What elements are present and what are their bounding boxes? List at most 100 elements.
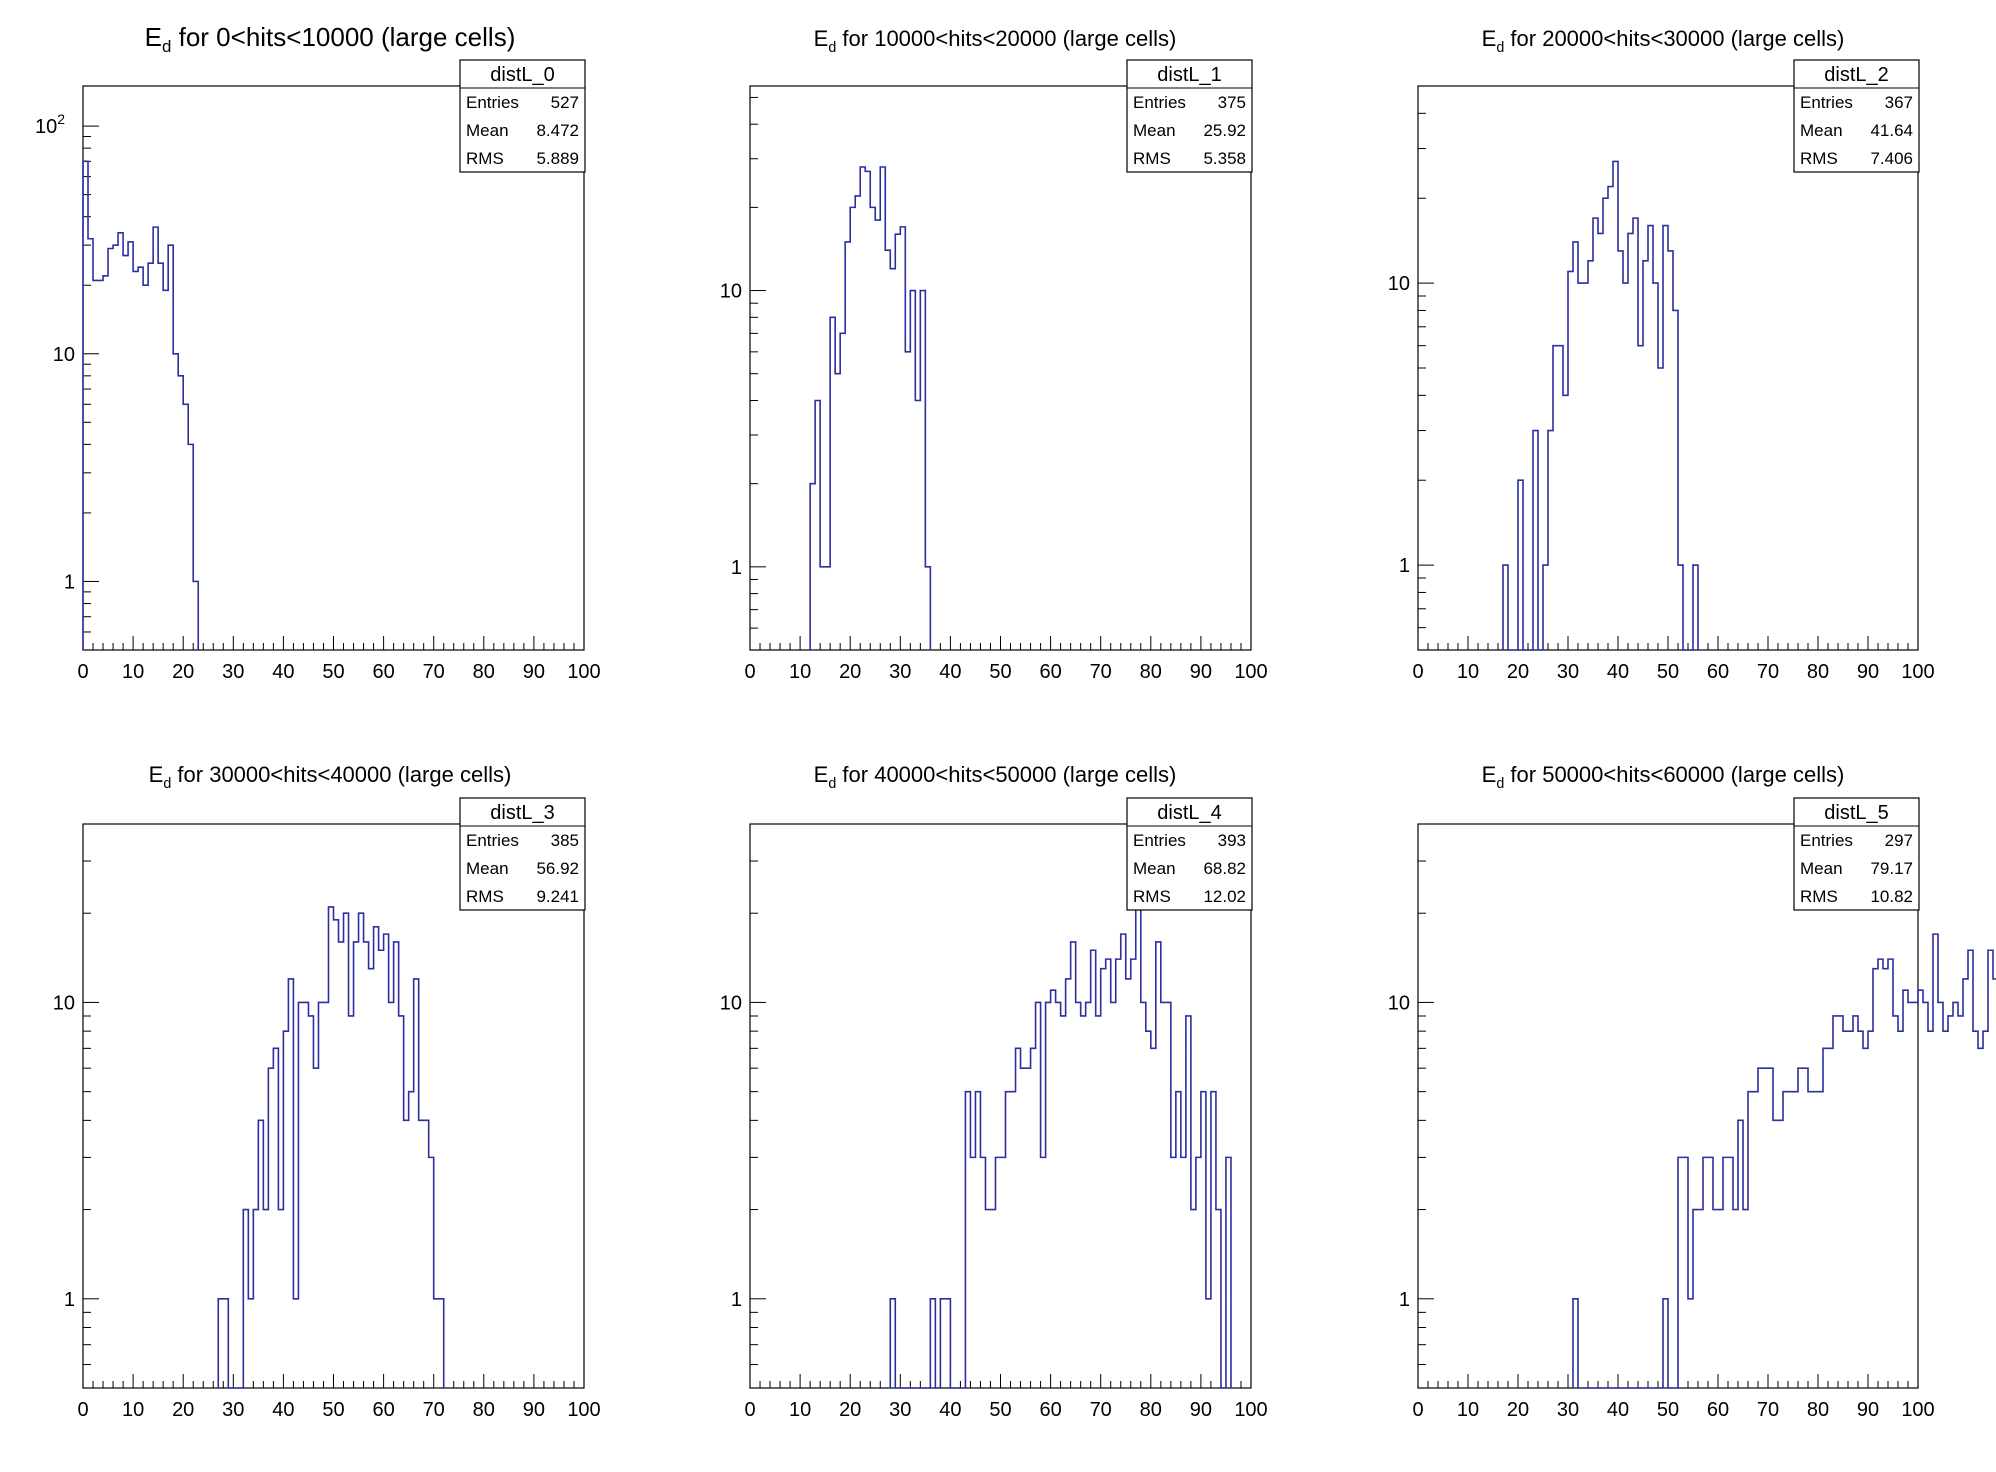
x-tick-label: 50 — [989, 661, 1011, 683]
y-tick-label: 10 — [1388, 273, 1410, 295]
stats-name: distL_4 — [1157, 802, 1222, 824]
y-tick-label: 1 — [64, 571, 75, 593]
x-tick-label: 50 — [989, 1399, 1011, 1421]
histogram-panel-5: Ed for 50000<hits<60000 (large cells) 0 10… — [1388, 762, 1996, 1421]
stats-value: 9.241 — [536, 887, 579, 906]
stats-label: Entries — [1133, 831, 1186, 850]
stats-box — [1126, 59, 1253, 173]
x-tick-label: 100 — [1234, 661, 1267, 683]
stats-name: distL_3 — [490, 802, 555, 824]
stats-value: 79.17 — [1870, 859, 1913, 878]
stats-value: 12.02 — [1203, 887, 1246, 906]
stats-value: 56.92 — [536, 859, 579, 878]
x-tick-label: 20 — [172, 661, 194, 683]
x-tick-label: 90 — [1857, 661, 1879, 683]
stats-name: distL_1 — [1157, 64, 1222, 86]
stats-label: Mean — [1133, 859, 1176, 878]
x-tick-label: 30 — [889, 1399, 911, 1421]
stats-label: Mean — [1800, 121, 1843, 140]
stats-label: Entries — [466, 93, 519, 112]
x-tick-label: 10 — [1457, 661, 1479, 683]
chart-title: Ed for 0<hits<10000 (large cells) — [145, 22, 516, 56]
x-tick-label: 20 — [1507, 1399, 1529, 1421]
chart-title: Ed for 10000<hits<20000 (large cells) — [814, 26, 1177, 56]
stats-name: distL_5 — [1824, 802, 1889, 824]
stats-box — [459, 797, 586, 911]
x-tick-label: 90 — [1190, 661, 1212, 683]
stats-value: 5.889 — [536, 149, 579, 168]
x-tick-label: 10 — [122, 661, 144, 683]
x-tick-label: 10 — [789, 661, 811, 683]
x-tick-label: 90 — [523, 661, 545, 683]
stats-label: RMS — [466, 149, 504, 168]
stats-value: 527 — [551, 93, 579, 112]
stats-label: Entries — [1133, 93, 1186, 112]
stats-value: 41.64 — [1870, 121, 1913, 140]
y-tick-label: 1 — [1399, 1289, 1410, 1311]
chart-title: Ed for 50000<hits<60000 (large cells) — [1482, 762, 1845, 792]
x-tick-label: 80 — [1140, 1399, 1162, 1421]
x-tick-label: 10 — [789, 1399, 811, 1421]
x-tick-label: 20 — [1507, 661, 1529, 683]
x-tick-label: 60 — [1707, 661, 1729, 683]
x-tick-label: 60 — [372, 661, 394, 683]
x-tick-label: 70 — [1090, 661, 1112, 683]
x-tick-label: 30 — [1557, 1399, 1579, 1421]
stats-value: 297 — [1885, 831, 1913, 850]
x-tick-label: 20 — [172, 1399, 194, 1421]
x-tick-label: 0 — [744, 661, 755, 683]
histogram-series — [82, 160, 200, 650]
x-tick-label: 10 — [122, 1399, 144, 1421]
stats-box — [459, 59, 586, 173]
x-tick-label: 40 — [939, 661, 961, 683]
chart-title: Ed for 40000<hits<50000 (large cells) — [814, 762, 1177, 792]
x-tick-label: 100 — [1901, 661, 1934, 683]
x-tick-label: 30 — [1557, 661, 1579, 683]
stats-value: 7.406 — [1870, 149, 1913, 168]
x-tick-label: 70 — [423, 661, 445, 683]
y-tick-label: 10 — [53, 992, 75, 1014]
stats-value: 5.358 — [1203, 149, 1246, 168]
stats-label: Mean — [466, 859, 509, 878]
x-tick-label: 90 — [523, 1399, 545, 1421]
stats-label: RMS — [1800, 149, 1838, 168]
x-tick-label: 70 — [1757, 661, 1779, 683]
y-tick-label: 102 — [35, 111, 65, 138]
x-tick-label: 100 — [567, 661, 600, 683]
y-tick-label: 1 — [731, 557, 742, 579]
histogram-panel-0: Ed for 0<hits<10000 (large cells) 0 10 20 30… — [35, 22, 601, 683]
x-tick-label: 80 — [1807, 1399, 1829, 1421]
stats-label: Entries — [1800, 831, 1853, 850]
x-tick-label: 90 — [1190, 1399, 1212, 1421]
x-tick-label: 40 — [939, 1399, 961, 1421]
x-tick-label: 30 — [222, 1399, 244, 1421]
stats-value: 10.82 — [1870, 887, 1913, 906]
x-tick-label: 30 — [222, 661, 244, 683]
stats-box — [1793, 797, 1920, 911]
stats-value: 25.92 — [1203, 121, 1246, 140]
histogram-panel-1: Ed for 10000<hits<20000 (large cells) 0 10… — [720, 26, 1268, 683]
x-tick-label: 90 — [1857, 1399, 1879, 1421]
stats-label: Mean — [1800, 859, 1843, 878]
stats-box — [1126, 797, 1253, 911]
histogram-series — [889, 900, 1232, 1389]
stats-label: RMS — [1133, 149, 1171, 168]
stats-label: Mean — [1133, 121, 1176, 140]
stats-value: 393 — [1218, 831, 1246, 850]
x-tick-label: 70 — [1757, 1399, 1779, 1421]
x-tick-label: 40 — [272, 661, 294, 683]
histogram-series — [1572, 933, 1996, 1389]
histogram-series — [809, 166, 932, 650]
x-tick-label: 0 — [744, 1399, 755, 1421]
stats-label: Entries — [466, 831, 519, 850]
x-tick-label: 0 — [1412, 1399, 1423, 1421]
stats-value: 68.82 — [1203, 859, 1246, 878]
stats-label: RMS — [1800, 887, 1838, 906]
x-tick-label: 40 — [272, 1399, 294, 1421]
chart-title: Ed for 30000<hits<40000 (large cells) — [149, 762, 512, 792]
y-tick-label: 10 — [720, 992, 742, 1014]
x-tick-label: 80 — [1140, 661, 1162, 683]
stats-value: 385 — [551, 831, 579, 850]
stats-label: RMS — [1133, 887, 1171, 906]
